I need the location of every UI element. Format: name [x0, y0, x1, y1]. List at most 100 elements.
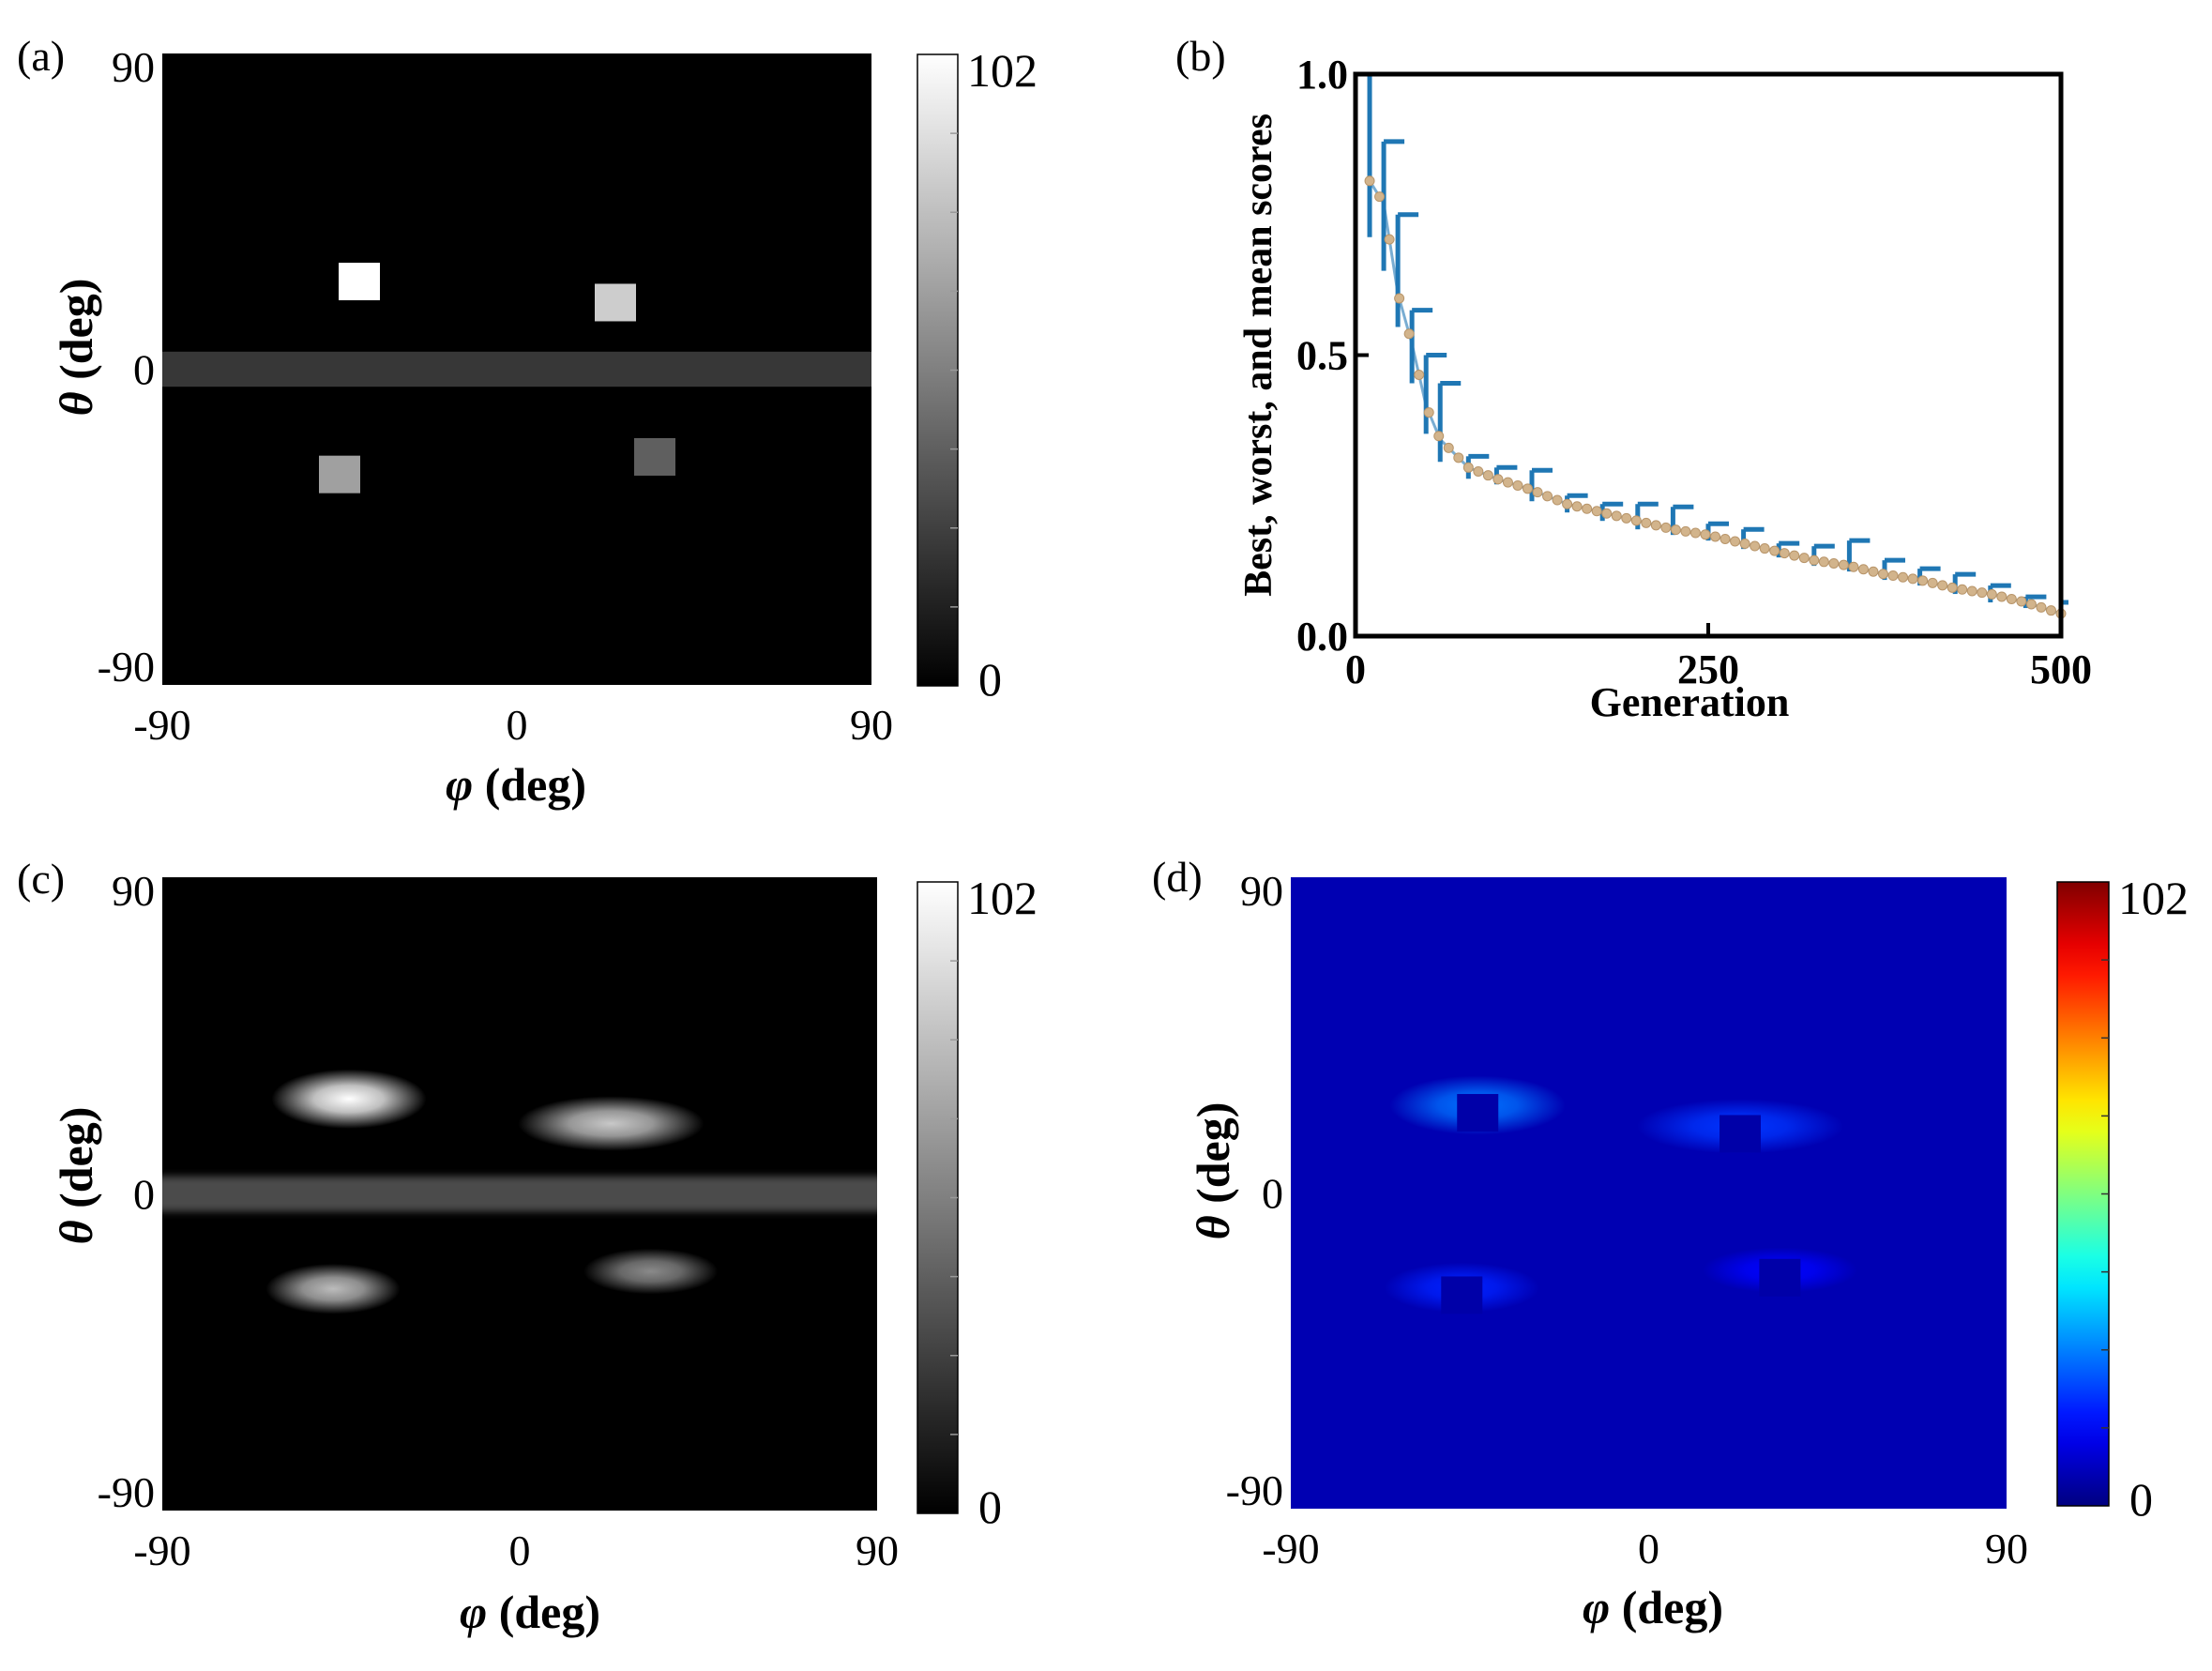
- mean-marker: [1848, 561, 1859, 572]
- mean-marker: [1611, 510, 1622, 522]
- heatmap-patch-3: [319, 455, 360, 494]
- mean-marker: [1462, 462, 1474, 473]
- mean-marker: [1789, 550, 1800, 561]
- y-tick-label: -90: [98, 1468, 155, 1516]
- panel-d-label: (d): [1152, 853, 1203, 901]
- panel-c: (c) -90 0 90 90 0 -90 102 0 φ (deg) θ (deg): [17, 855, 1038, 1638]
- mean-marker: [1750, 540, 1761, 552]
- panel-d-xlabel: φ (deg): [1583, 1581, 1723, 1633]
- mean-marker: [1986, 588, 1997, 600]
- panel-d: (d) -90 0 90 90 0 -90 102 0 φ (deg) θ (deg): [1152, 853, 2189, 1633]
- mean-marker: [1562, 498, 1573, 509]
- panel-a-label: (a): [17, 32, 65, 80]
- heatmap-hole-2: [1719, 1115, 1761, 1153]
- heatmap-patch-4: [634, 437, 675, 476]
- panel-b: (b) 0 250 500 0.0 0.5 1.0 Generation Best, wors…: [1175, 32, 2092, 725]
- colorbar-gradient: [2056, 881, 2110, 1507]
- mean-marker: [1927, 577, 1938, 588]
- heatmap-blob-4: [583, 1248, 719, 1295]
- mean-marker: [1680, 525, 1691, 537]
- mean-marker: [1512, 479, 1523, 491]
- mean-marker: [1423, 407, 1434, 418]
- colorbar-min-label: 0: [978, 1481, 1002, 1533]
- panel-d-colorbar: 102 0: [2056, 872, 2189, 1526]
- colorbar-max-label: 102: [967, 44, 1038, 97]
- y-tick-label: 1.0: [1296, 52, 1348, 98]
- x-axis-label: Generation: [1590, 679, 1790, 725]
- mean-marker: [1720, 533, 1731, 544]
- colorbar-max-label: 102: [967, 872, 1038, 924]
- heatmap-hole-4: [1759, 1258, 1801, 1297]
- mean-marker: [1898, 571, 1909, 583]
- panel-c-ylabel: θ (deg): [50, 1107, 102, 1245]
- x-tick-label: 90: [850, 701, 893, 749]
- heatmap-band: [162, 1176, 877, 1212]
- mean-marker: [1689, 527, 1701, 539]
- heatmap-patch-1: [339, 263, 380, 301]
- mean-marker: [1630, 515, 1642, 526]
- x-tick-label: -90: [133, 1527, 190, 1574]
- y-tick-label: 0: [1262, 1170, 1283, 1218]
- panel-c-xlabel: φ (deg): [460, 1586, 600, 1638]
- mean-marker: [1868, 566, 1879, 577]
- mean-marker: [1552, 494, 1563, 506]
- mean-marker: [1779, 548, 1790, 559]
- panel-d-plot-area: [1291, 877, 2007, 1509]
- mean-marker: [1857, 564, 1869, 575]
- mean-marker: [1601, 508, 1613, 519]
- mean-marker: [1907, 573, 1918, 585]
- mean-marker: [1364, 175, 1375, 187]
- mean-marker: [1414, 369, 1425, 380]
- panel-a-xlabel: φ (deg): [446, 758, 586, 811]
- y-tick-label: 90: [1240, 867, 1283, 915]
- mean-line: [1368, 180, 2062, 615]
- x-tick-label: -90: [1262, 1525, 1319, 1572]
- mean-marker: [1443, 442, 1454, 453]
- mean-marker: [2025, 599, 2037, 610]
- mean-marker: [1621, 512, 1632, 524]
- heatmap-hole-3: [1441, 1276, 1483, 1314]
- mean-marker: [1917, 575, 1929, 586]
- panel-a-colorbar: 102 0: [917, 44, 1038, 706]
- mean-marker: [1798, 553, 1810, 564]
- mean-marker: [1384, 234, 1395, 245]
- mean-marker: [1522, 483, 1533, 494]
- panel-b-plot-area: [1364, 71, 2068, 619]
- mean-marker: [1542, 491, 1553, 502]
- panel-b-label: (b): [1175, 32, 1226, 80]
- mean-marker: [1453, 452, 1464, 463]
- x-tick-label: 0: [1638, 1525, 1659, 1572]
- mean-marker: [2036, 601, 2047, 613]
- panel-b-axes: 0 250 500 0.0 0.5 1.0 Generation Best, worst, a…: [1237, 52, 2092, 725]
- x-tick-label: 90: [1985, 1525, 2028, 1572]
- mean-marker: [1730, 536, 1741, 547]
- y-tick-label: -90: [1226, 1466, 1283, 1514]
- mean-marker: [1473, 465, 1484, 477]
- x-tick-label: 0: [1345, 646, 1366, 692]
- heatmap-patch-2: [595, 283, 636, 322]
- mean-marker: [1818, 556, 1829, 568]
- mean-marker: [1828, 557, 1840, 569]
- mean-marker: [1532, 487, 1543, 498]
- y-tick-label: 90: [112, 867, 155, 915]
- panel-a-ylabel: θ (deg): [50, 279, 102, 417]
- x-tick-label: -90: [133, 701, 190, 749]
- y-tick-label: 0: [133, 346, 155, 394]
- heatmap-band: [162, 351, 871, 387]
- x-tick-label: 250: [1677, 646, 1739, 692]
- colorbar-min-label: 0: [2129, 1473, 2153, 1526]
- mean-marker: [1670, 524, 1681, 536]
- x-tick-label: 0: [507, 701, 528, 749]
- mean-marker: [1759, 543, 1770, 554]
- y-axis-label: Best, worst, and mean scores: [1237, 114, 1280, 597]
- mean-marker: [1739, 539, 1750, 550]
- mean-marker: [2045, 605, 2056, 616]
- y-tick-label: 90: [112, 43, 155, 91]
- panel-c-label: (c): [17, 855, 65, 903]
- mean-marker: [1394, 293, 1405, 304]
- plot-frame: [1353, 71, 2064, 639]
- heatmap-blob-1: [271, 1069, 427, 1129]
- mean-marker: [1710, 531, 1721, 542]
- mean-marker: [1660, 522, 1672, 533]
- mean-marker: [1977, 587, 1988, 599]
